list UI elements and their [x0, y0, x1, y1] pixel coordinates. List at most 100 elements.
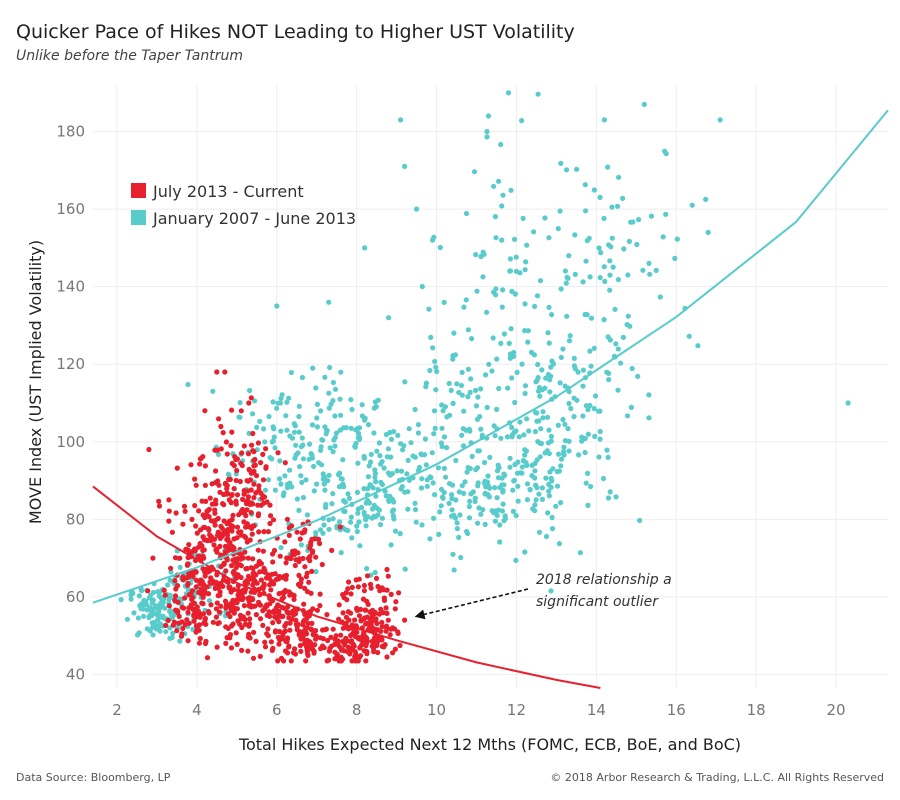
- point-historical: [460, 426, 466, 432]
- point-historical: [374, 505, 380, 511]
- point-current: [258, 460, 264, 466]
- y-axis-label: MOVE Index (UST Implied Volatility): [26, 240, 45, 524]
- point-historical: [585, 431, 592, 437]
- point-historical: [386, 315, 392, 321]
- point-current: [197, 635, 203, 642]
- point-historical: [489, 508, 495, 514]
- point-current: [233, 477, 239, 484]
- point-historical: [524, 242, 530, 248]
- point-current: [337, 524, 343, 530]
- point-historical: [363, 517, 369, 523]
- point-current: [346, 579, 352, 585]
- point-historical: [613, 494, 619, 500]
- point-current: [378, 606, 384, 612]
- point-historical: [492, 433, 498, 439]
- point-historical: [548, 438, 554, 444]
- point-historical: [428, 334, 434, 340]
- point-current: [261, 529, 267, 535]
- point-historical: [579, 438, 585, 444]
- point-historical: [529, 473, 535, 479]
- point-current: [213, 606, 219, 612]
- point-historical: [484, 404, 490, 411]
- point-historical: [620, 334, 627, 340]
- annotation-arrow: [414, 588, 529, 620]
- point-historical: [532, 468, 538, 474]
- point-historical: [278, 428, 284, 434]
- y-tick-label: 160: [56, 200, 85, 218]
- point-historical: [499, 237, 505, 243]
- point-historical: [549, 514, 555, 521]
- point-historical: [449, 492, 455, 498]
- point-current: [214, 600, 220, 606]
- point-current: [270, 559, 276, 565]
- point-current: [202, 615, 208, 622]
- point-current: [267, 520, 273, 527]
- x-tick-label: 18: [747, 701, 766, 719]
- point-historical: [540, 415, 546, 421]
- point-historical: [426, 306, 432, 312]
- point-current: [196, 640, 202, 646]
- point-historical: [576, 452, 582, 458]
- point-current: [182, 621, 188, 628]
- point-current: [284, 516, 290, 522]
- point-current: [313, 628, 319, 634]
- point-current: [245, 494, 251, 500]
- point-current: [250, 501, 256, 507]
- point-historical: [549, 358, 555, 364]
- point-historical: [346, 495, 352, 501]
- y-tick-label: 140: [56, 278, 85, 296]
- point-current: [172, 555, 179, 561]
- point-historical: [433, 387, 439, 393]
- point-current: [256, 559, 262, 565]
- point-current: [245, 610, 251, 616]
- point-historical: [507, 268, 513, 274]
- point-historical: [629, 365, 635, 372]
- point-current: [228, 623, 235, 629]
- point-historical: [605, 454, 611, 460]
- point-historical: [372, 474, 378, 480]
- point-historical: [332, 386, 339, 392]
- point-historical: [558, 160, 564, 166]
- x-tick-label: 6: [272, 701, 282, 719]
- point-historical: [483, 372, 489, 378]
- point-historical: [278, 481, 284, 487]
- point-historical: [381, 465, 387, 471]
- point-historical: [374, 448, 380, 454]
- point-historical: [294, 496, 300, 502]
- point-current: [204, 512, 210, 519]
- point-current: [293, 617, 299, 624]
- point-current: [283, 560, 289, 566]
- point-historical: [365, 422, 372, 428]
- point-current: [214, 644, 220, 650]
- point-historical: [332, 435, 338, 441]
- point-historical: [226, 472, 232, 478]
- point-current: [172, 597, 178, 604]
- point-current: [193, 482, 199, 488]
- point-current: [207, 495, 213, 501]
- point-historical: [429, 450, 435, 456]
- point-current: [276, 573, 283, 580]
- point-historical: [492, 518, 498, 524]
- point-historical: [473, 403, 480, 409]
- point-historical: [605, 495, 612, 501]
- point-current: [270, 645, 276, 651]
- point-current: [228, 645, 235, 651]
- point-historical: [446, 500, 452, 506]
- legend-swatch-historical: [131, 210, 146, 225]
- point-current: [307, 553, 313, 560]
- point-historical: [359, 402, 365, 408]
- point-current: [282, 623, 288, 629]
- point-current: [182, 595, 188, 601]
- point-historical: [330, 398, 336, 404]
- point-current: [174, 583, 181, 589]
- point-historical: [546, 488, 552, 494]
- point-current: [314, 607, 320, 613]
- point-historical: [447, 412, 453, 418]
- point-historical: [587, 402, 593, 409]
- point-current: [234, 524, 241, 530]
- point-historical: [546, 481, 552, 487]
- point-historical: [150, 597, 156, 603]
- point-historical: [135, 615, 141, 621]
- point-historical: [341, 508, 347, 514]
- point-historical: [510, 353, 517, 359]
